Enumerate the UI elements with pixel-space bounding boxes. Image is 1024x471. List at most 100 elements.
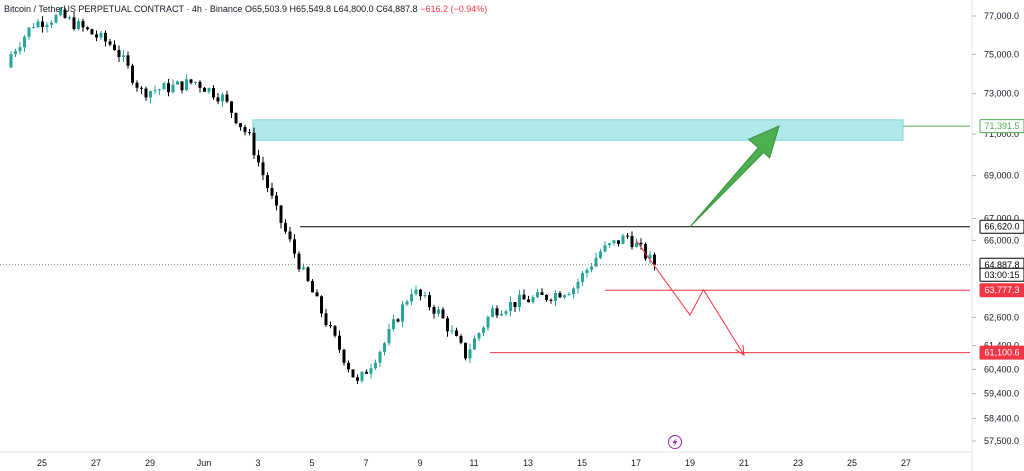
candle-body bbox=[230, 101, 233, 113]
candle-body bbox=[441, 309, 445, 319]
candle-body bbox=[333, 326, 337, 336]
candle-body bbox=[297, 253, 301, 270]
chart-header: Bitcoin / TetherUS PERPETUAL CONTRACT · … bbox=[4, 4, 488, 14]
candle-body bbox=[585, 269, 589, 274]
candle-body bbox=[216, 97, 220, 102]
candle-body bbox=[383, 343, 386, 352]
candle-body bbox=[455, 330, 458, 336]
candle-body bbox=[234, 112, 238, 124]
candle-body bbox=[590, 266, 593, 270]
candle-body bbox=[405, 301, 409, 305]
candle-body bbox=[203, 87, 206, 92]
candle-body bbox=[356, 377, 359, 381]
candle-body bbox=[252, 132, 256, 156]
time-axis-label: 25 bbox=[847, 458, 857, 468]
candle-body bbox=[545, 294, 548, 300]
candle-body bbox=[113, 44, 116, 51]
candle-body bbox=[419, 289, 422, 297]
candle-body bbox=[180, 81, 184, 91]
candle-body bbox=[122, 55, 125, 57]
low-value: L64,800.0 bbox=[333, 4, 374, 14]
candle-body bbox=[554, 293, 557, 301]
candle-body bbox=[599, 251, 602, 258]
candle-body bbox=[387, 329, 391, 344]
candle-body bbox=[41, 21, 44, 27]
time-axis-label: 25 bbox=[37, 458, 47, 468]
countdown-tag-text: 03:00:15 bbox=[984, 270, 1019, 280]
bullish-projection-arrow[interactable] bbox=[689, 125, 780, 228]
candle-body bbox=[320, 296, 323, 314]
candle-body bbox=[612, 240, 616, 244]
target-price-tag-text: 71,391.5 bbox=[984, 121, 1019, 131]
candle-body bbox=[392, 319, 395, 330]
candle-body bbox=[477, 333, 481, 339]
resistance-zone[interactable] bbox=[252, 119, 904, 141]
price-axis-label: 58,400.0 bbox=[984, 413, 1019, 423]
price-axis-label: 75,000.0 bbox=[984, 49, 1019, 59]
bearish-projection-path[interactable] bbox=[635, 240, 745, 356]
bearish-arrow-head bbox=[735, 345, 745, 356]
candle-body bbox=[207, 88, 211, 92]
candle-body bbox=[329, 325, 332, 327]
countdown-tag-bg bbox=[979, 267, 1024, 282]
candle-body bbox=[104, 32, 107, 42]
candle-body bbox=[432, 307, 436, 314]
candle-body bbox=[360, 371, 364, 381]
interval[interactable]: 4h bbox=[191, 4, 202, 14]
candles bbox=[9, 7, 656, 384]
target-price-tag[interactable]: 71,391.5 bbox=[979, 119, 1024, 134]
candle-body bbox=[594, 257, 598, 267]
time-axis-label: 27 bbox=[91, 458, 101, 468]
candle-body bbox=[644, 244, 647, 259]
candle-body bbox=[225, 94, 229, 102]
candle-body bbox=[167, 83, 170, 93]
lightning-icon[interactable] bbox=[668, 435, 682, 449]
candle-body bbox=[549, 299, 553, 301]
candle-body bbox=[135, 82, 139, 88]
price-axis-label: 71,000.0 bbox=[984, 129, 1019, 139]
candle-body bbox=[284, 222, 287, 232]
candle-body bbox=[185, 79, 188, 91]
candle-body bbox=[324, 313, 328, 326]
candle-body bbox=[32, 27, 35, 29]
candle-body bbox=[131, 65, 134, 83]
candle-body bbox=[306, 267, 310, 281]
resistance-price-tag[interactable]: 66,620.0 bbox=[979, 219, 1024, 234]
time-axis-label: 9 bbox=[417, 458, 422, 468]
candle-body bbox=[450, 330, 454, 332]
price-axis-label: 60,400.0 bbox=[984, 364, 1019, 374]
candle-body bbox=[531, 297, 535, 303]
candle-body bbox=[342, 349, 346, 363]
candle-body bbox=[117, 50, 121, 57]
candle-body bbox=[153, 90, 157, 92]
candle-body bbox=[45, 24, 49, 27]
candle-body bbox=[302, 267, 305, 270]
countdown-tag[interactable]: 03:00:15 bbox=[979, 267, 1024, 282]
candle-body bbox=[68, 17, 71, 19]
candle-body bbox=[576, 281, 580, 289]
candle-body bbox=[90, 29, 94, 35]
last-price-tag-text: 64,887.8 bbox=[984, 260, 1019, 270]
symbol-name[interactable]: Bitcoin / TetherUS PERPETUAL CONTRACT bbox=[4, 4, 184, 14]
candle-body bbox=[500, 313, 503, 316]
candle-body bbox=[473, 338, 476, 350]
candle-body bbox=[158, 89, 161, 91]
candle-body bbox=[414, 289, 418, 295]
support2-price-tag[interactable]: 61,100.6 bbox=[979, 345, 1024, 360]
time-axis-label: 19 bbox=[685, 458, 695, 468]
candle-body bbox=[423, 295, 427, 297]
candle-body bbox=[63, 9, 67, 18]
candle-body bbox=[149, 91, 152, 98]
price-axis-label: 66,000.0 bbox=[984, 235, 1019, 245]
close-value: C64,887.8 bbox=[376, 4, 418, 14]
support1-price-tag[interactable]: 63,777.3 bbox=[979, 283, 1024, 298]
support1-price-tag-text: 63,777.3 bbox=[984, 285, 1019, 295]
candle-body bbox=[171, 84, 175, 93]
candle-body bbox=[630, 235, 634, 248]
candle-body bbox=[567, 294, 571, 296]
price-axis-label: 73,000.0 bbox=[984, 89, 1019, 99]
candle-body bbox=[95, 34, 98, 38]
candle-body bbox=[410, 294, 413, 302]
candle-body bbox=[653, 254, 656, 265]
